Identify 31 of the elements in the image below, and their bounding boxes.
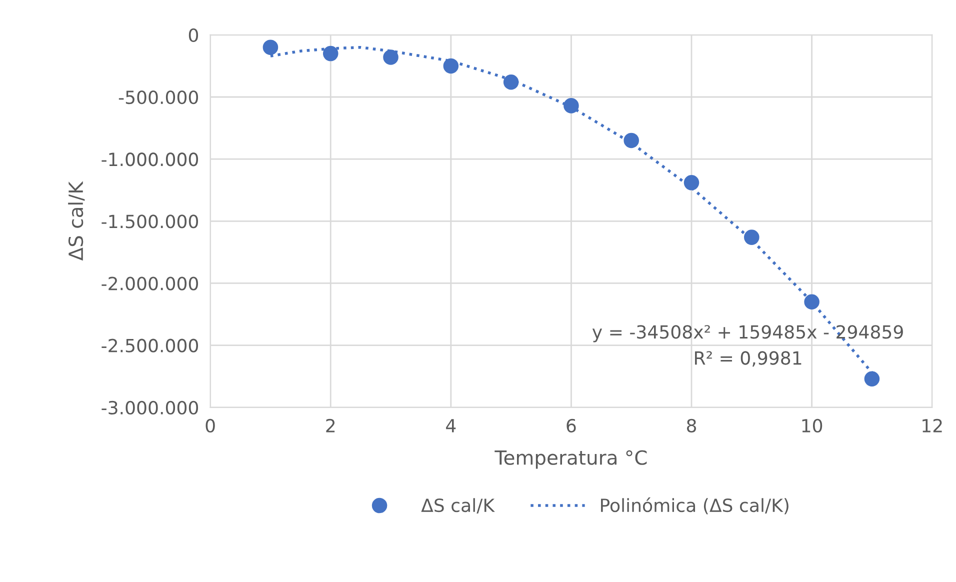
y-axis-title: ΔS cal/K xyxy=(68,181,85,261)
point xyxy=(383,50,398,65)
y-tick-label: -2.500.000 xyxy=(102,338,198,352)
point xyxy=(564,98,579,114)
x-tick-label: 0 xyxy=(206,418,215,432)
legend-label: ΔS cal/K xyxy=(421,498,495,514)
legend-label: Polinómica (ΔS cal/K) xyxy=(601,497,788,514)
x-tick-label: 4 xyxy=(446,419,456,432)
y-tick-label: -1.500.000 xyxy=(102,214,198,228)
x-tick-label: 10 xyxy=(802,418,822,432)
y-tick-label: 0 xyxy=(188,28,198,42)
x-tick-label: 2 xyxy=(326,418,335,432)
point xyxy=(322,46,338,62)
annotation: R² = 0,9981 xyxy=(695,351,802,367)
y-tick-label: -1.000.000 xyxy=(102,152,198,166)
point xyxy=(804,294,820,310)
point xyxy=(864,371,880,386)
point xyxy=(684,175,700,190)
annotation: y = -34508x² + 159485x - 294859 xyxy=(592,325,903,342)
x-tick-label: 8 xyxy=(686,418,696,432)
y-tick-label: -500.000 xyxy=(118,90,198,104)
point xyxy=(744,230,760,245)
x-tick-label: 12 xyxy=(922,418,942,432)
x-axis-title: Temperatura °C xyxy=(494,450,647,469)
x-tick-label: 6 xyxy=(566,418,576,432)
point xyxy=(624,132,639,148)
point xyxy=(443,58,459,74)
y-tick-label: -3.000.000 xyxy=(102,400,198,415)
y-tick-label: -2.000.000 xyxy=(102,276,198,290)
point xyxy=(262,40,278,55)
point xyxy=(503,74,519,90)
